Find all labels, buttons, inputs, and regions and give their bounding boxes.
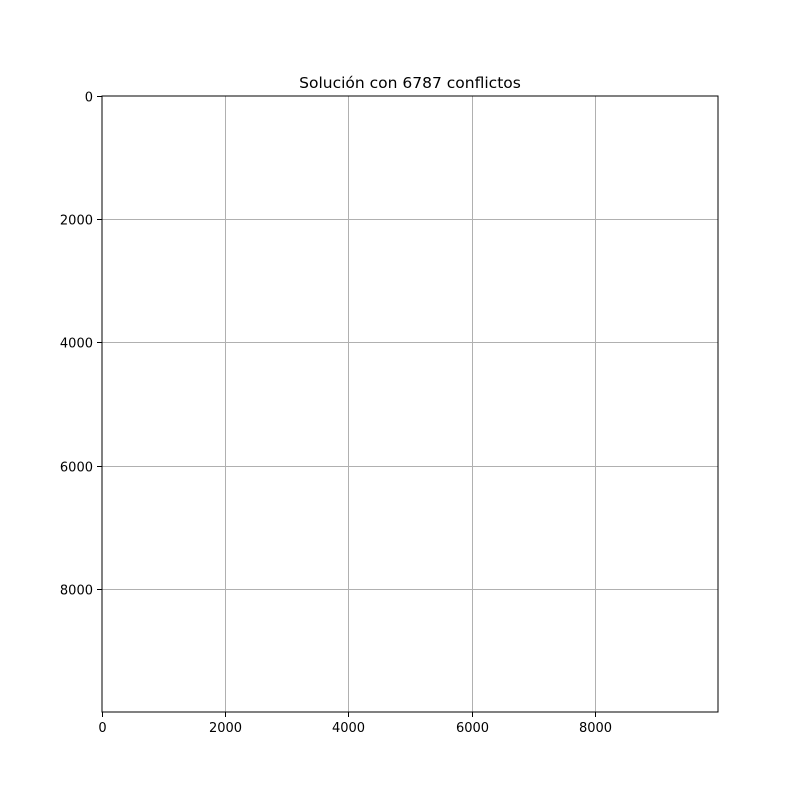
plot-area	[101, 95, 719, 713]
y-tick-label: 6000	[60, 461, 93, 476]
x-tick-label: 0	[98, 721, 106, 736]
grid-lines	[102, 96, 718, 712]
x-tick-label: 4000	[332, 721, 365, 736]
y-tick-label: 2000	[60, 214, 93, 229]
x-axis: 0 2000 4000 6000 8000	[98, 712, 612, 736]
x-tick-label: 8000	[579, 721, 612, 736]
y-tick-label: 0	[85, 91, 93, 106]
y-tick-label: 4000	[60, 337, 93, 352]
x-tick-label: 6000	[456, 721, 489, 736]
y-axis: 0 2000 4000 6000 8000	[60, 91, 102, 599]
chart-title: Solución con 6787 conflictos	[299, 74, 521, 92]
y-tick-label: 8000	[60, 584, 93, 599]
axes-border	[101, 95, 719, 713]
x-tick-label: 2000	[209, 721, 242, 736]
